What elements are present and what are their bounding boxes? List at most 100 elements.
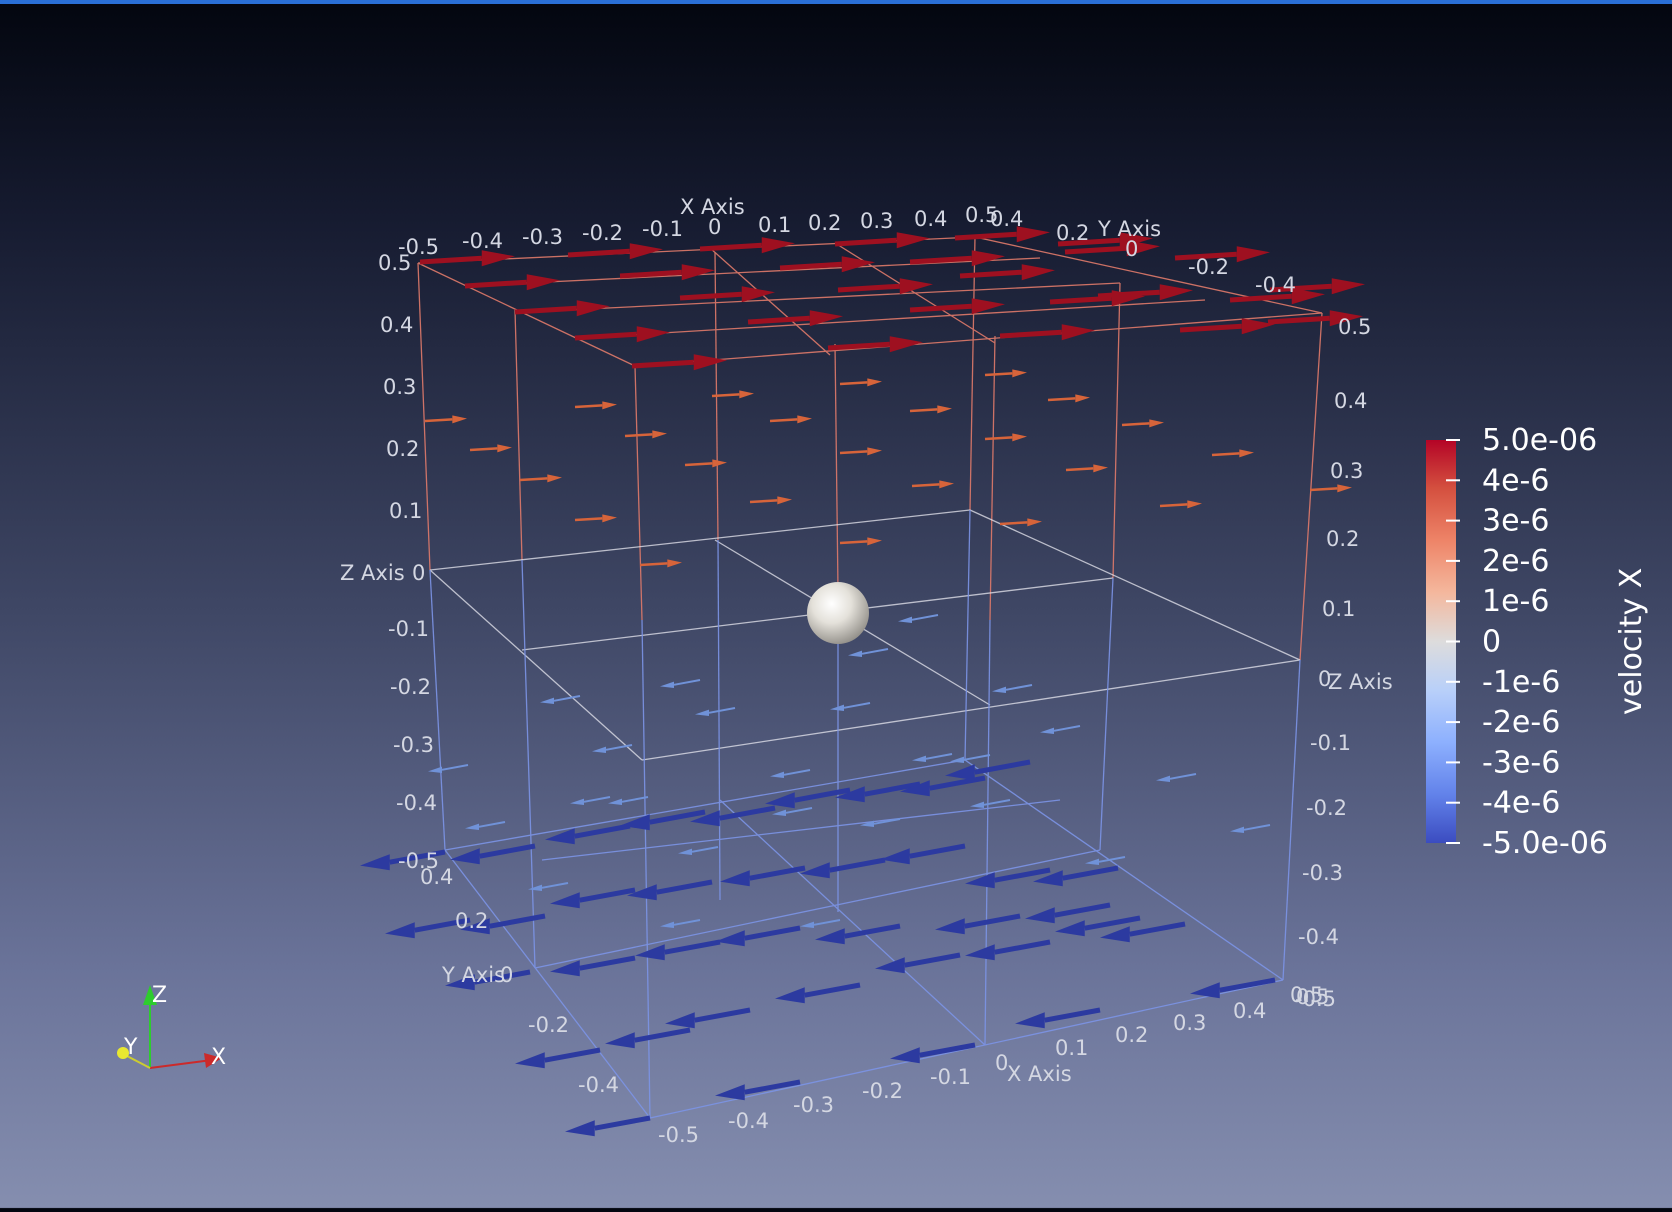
velocity-arrow-glyph	[665, 1007, 751, 1029]
velocity-arrow-glyph	[1267, 310, 1363, 327]
velocity-arrow-glyph	[765, 787, 851, 809]
velocity-arrow-glyph	[965, 939, 1051, 961]
velocity-arrow-glyph	[909, 405, 952, 414]
z-right-tick: 0	[1318, 667, 1331, 691]
velocity-arrow-glyph	[911, 480, 954, 489]
z-left-tick: -0.1	[388, 617, 429, 641]
velocity-arrow-glyph	[639, 559, 682, 568]
velocity-arrow-glyph	[1064, 240, 1160, 257]
colorbar-label: 2e-6	[1482, 544, 1549, 579]
velocity-arrow-glyph	[839, 447, 882, 456]
velocity-arrow-glyph	[970, 799, 1011, 808]
velocity-arrow-glyph	[984, 369, 1027, 378]
z-right-tick: -0.4	[1298, 925, 1339, 949]
velocity-arrow-glyph	[1085, 856, 1126, 865]
velocity-arrow-glyph	[1015, 1007, 1101, 1029]
velocity-arrow-glyph	[1230, 824, 1271, 833]
velocity-arrow-glyph	[660, 919, 701, 928]
z-right-tick: -0.3	[1302, 861, 1343, 885]
velocity-arrow-glyph	[909, 250, 1005, 267]
z-left-tick: -0.2	[390, 675, 431, 699]
velocity-arrow-glyph	[1156, 773, 1197, 782]
velocity-arrow-glyph	[550, 955, 636, 977]
velocity-arrow-glyph	[528, 882, 569, 891]
y-bottom-end-tick: 0.5	[1296, 985, 1329, 1009]
velocity-arrow-glyph	[550, 887, 636, 909]
y-bottom-tick: -0.4	[578, 1073, 619, 1097]
y-bottom-tick: -0.2	[528, 1013, 569, 1037]
velocity-arrow-glyph	[1100, 921, 1186, 943]
x-bottom-tick: 0	[995, 1051, 1008, 1075]
velocity-arrow-glyph	[779, 256, 875, 273]
z-left-tick: -0.3	[393, 733, 434, 757]
colorbar-label: -1e-6	[1482, 665, 1560, 700]
colorbar-label: 1e-6	[1482, 584, 1549, 619]
velocity-arrow-glyph	[835, 781, 921, 803]
velocity-arrow-glyph	[360, 849, 446, 871]
z-right-tick: -0.5	[1295, 987, 1336, 1011]
velocity-arrow-glyph	[1055, 915, 1141, 937]
velocity-arrow-glyph	[711, 390, 754, 399]
velocity-arrow-glyph	[619, 264, 715, 281]
y-top-tick: 0	[1125, 237, 1138, 261]
velocity-arrow-glyph	[999, 324, 1095, 341]
velocity-arrow-glyph	[1309, 484, 1352, 493]
z-axis-title-left: Z Axis	[340, 561, 405, 585]
velocity-arrow-glyph	[545, 823, 631, 845]
velocity-arrow-glyph	[880, 843, 966, 865]
sphere-glyph[interactable]	[807, 582, 869, 644]
velocity-arrow-glyph	[860, 818, 901, 827]
velocity-arrow-glyph	[469, 444, 512, 453]
x-axis-title-bottom: X Axis	[1007, 1062, 1072, 1086]
velocity-arrow-glyph	[839, 537, 882, 546]
velocity-arrow-glyph	[635, 939, 721, 961]
x-bottom-tick: 0.1	[1055, 1036, 1088, 1060]
colorbar-label: -5.0e-06	[1482, 826, 1608, 861]
velocity-arrow-glyph	[800, 919, 841, 928]
velocity-arrow-glyph	[684, 459, 727, 468]
velocity-arrow-glyph	[514, 300, 610, 317]
viewport-selection-border	[0, 0, 1672, 4]
velocity-arrow-glyph	[574, 326, 670, 343]
x-bottom-tick: -0.1	[930, 1065, 971, 1089]
velocity-arrow-glyph	[875, 952, 961, 974]
x-top-tick: -0.1	[642, 217, 683, 241]
velocity-arrow-glyph	[984, 433, 1027, 442]
velocity-arrow-glyph	[1190, 977, 1276, 999]
x-top-tick: -0.2	[582, 221, 623, 245]
velocity-arrow-glyph	[1179, 318, 1275, 335]
velocity-arrow-glyph	[570, 796, 611, 805]
velocity-arrow-glyph	[959, 264, 1055, 281]
z-left-tick: -0.4	[396, 791, 437, 815]
orientation-y-label: Y	[123, 1035, 138, 1060]
z-right-tick: 0.3	[1330, 459, 1363, 483]
velocity-arrow-glyph	[720, 865, 806, 887]
z-left-tick: 0	[412, 561, 425, 585]
y-top-tick: 0.4	[990, 207, 1023, 231]
velocity-arrow-glyph	[445, 969, 531, 991]
velocity-arrow-glyph	[385, 917, 471, 939]
velocity-arrow-glyph	[1033, 865, 1119, 887]
velocity-arrow-glyph	[515, 1047, 601, 1069]
x-top-tick: 0	[708, 215, 721, 239]
velocity-arrow-glyph	[992, 684, 1033, 693]
velocity-arrow-glyph	[965, 867, 1051, 889]
colorbar-label: 0	[1482, 625, 1501, 660]
velocity-arrow-glyph	[428, 764, 469, 773]
x-bottom-tick: -0.3	[793, 1093, 834, 1117]
z-right-tick: 0.4	[1334, 389, 1367, 413]
colorbar-label: 3e-6	[1482, 504, 1549, 539]
velocity-arrow-glyph	[909, 298, 1005, 315]
velocity-arrow-glyph	[848, 648, 889, 657]
velocity-arrow-glyph	[690, 805, 776, 827]
velocity-arrow-glyph	[935, 913, 1021, 935]
velocity-arrow-glyph	[945, 759, 1031, 781]
velocity-arrow-glyph	[830, 702, 871, 711]
color-legend[interactable]: 5.0e-06 4e-6 3e-6 2e-6 1e-6 0 -1e-6 -2e-6 -3e-6 -…	[1426, 423, 1649, 861]
velocity-arrow-glyph	[1229, 288, 1325, 305]
velocity-arrow-glyph	[747, 310, 843, 327]
velocity-arrow-glyph	[749, 496, 792, 505]
orientation-y-axis	[124, 1054, 151, 1069]
